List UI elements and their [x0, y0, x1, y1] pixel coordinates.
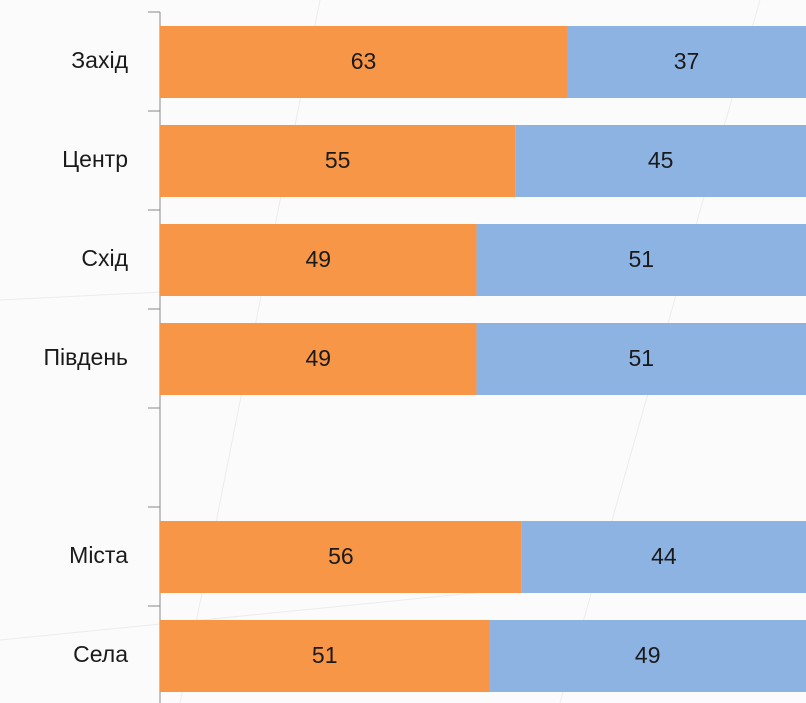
bar-segment	[489, 620, 806, 692]
data-label: 56	[328, 543, 354, 569]
bar-segment	[160, 521, 522, 593]
y-tick-label: Села	[73, 641, 128, 667]
data-label: 45	[648, 147, 674, 173]
bar-segment	[160, 125, 516, 197]
data-label: 55	[325, 147, 351, 173]
bar-segment	[476, 323, 806, 395]
data-label: 49	[635, 642, 661, 668]
data-label: 51	[628, 246, 654, 272]
data-label: 44	[651, 543, 677, 569]
bar-segment	[476, 224, 806, 296]
bar-segment	[160, 323, 477, 395]
data-label: 63	[351, 48, 377, 74]
data-label: 51	[628, 345, 654, 371]
y-tick-label: Центр	[62, 146, 128, 172]
bar-segment	[521, 521, 806, 593]
data-label: 37	[674, 48, 700, 74]
y-tick-label: Міста	[69, 542, 128, 568]
y-tick-label: Захід	[71, 47, 128, 73]
data-label: 49	[305, 246, 331, 272]
data-label: 51	[312, 642, 338, 668]
data-label: 49	[305, 345, 331, 371]
bar-segment	[515, 125, 806, 197]
bar-segment	[160, 224, 477, 296]
y-tick-label: Схід	[81, 245, 128, 271]
bar-segment	[566, 26, 806, 98]
bar-segment	[160, 620, 490, 692]
bar-segment	[160, 26, 567, 98]
y-tick-label: Південь	[44, 344, 129, 370]
